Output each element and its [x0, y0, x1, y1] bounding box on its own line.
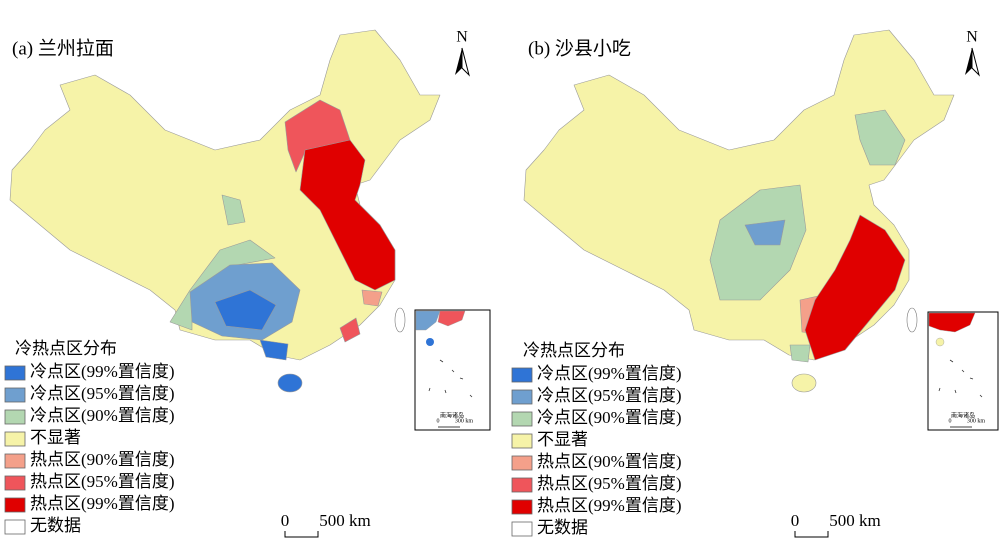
island: [906, 307, 918, 333]
inset-a: 南海诸岛 0 300 km: [414, 309, 491, 431]
legend-swatch: [4, 519, 26, 535]
map-a: [9, 29, 441, 393]
scale-bar: 0 500 km: [791, 511, 881, 538]
north-arrow: N: [455, 29, 470, 77]
legend: 冷热点区分布 冷点区(99%置信度) 冷点区(95%置信度) 冷点区(90%置信度)…: [511, 341, 681, 537]
legend-label: 不显著: [537, 430, 588, 449]
legend-label: 不显著: [30, 428, 81, 447]
region-hot-90: [361, 289, 383, 307]
region-cold-95: [744, 219, 786, 246]
scale-end: 500 km: [319, 511, 370, 530]
legend-label: 冷点区(99%置信度): [30, 362, 174, 381]
scale-bar: 0 500 km: [281, 511, 371, 538]
legend-label: 冷点区(95%置信度): [537, 386, 681, 405]
scale-start: 0: [281, 511, 290, 530]
legend-swatch: [4, 409, 26, 425]
legend-label: 热点区(99%置信度): [30, 494, 174, 513]
region-cold-99: [214, 289, 277, 331]
map-b: [523, 29, 955, 393]
legend-swatch: [4, 497, 26, 513]
legend-swatch: [511, 411, 533, 427]
legend-swatch: [511, 367, 533, 383]
legend-title: 冷热点区分布: [523, 341, 625, 360]
legend-swatch: [511, 521, 533, 537]
legend: 冷热点区分布 冷点区(99%置信度) 冷点区(95%置信度) 冷点区(90%置信度)…: [4, 339, 174, 535]
region-cold-90: [789, 344, 811, 363]
inset-scale-start: 0: [949, 418, 952, 424]
panel-title: (b) 沙县小吃: [528, 37, 631, 59]
inset-label: 南海诸岛: [951, 411, 975, 419]
country-outline: [523, 29, 955, 361]
region-cold-99: [259, 339, 289, 361]
north-label: N: [456, 29, 468, 46]
legend-swatch: [511, 389, 533, 405]
legend-swatch: [511, 433, 533, 449]
legend-swatch: [4, 387, 26, 403]
legend-swatch: [4, 431, 26, 447]
legend-swatch: [511, 477, 533, 493]
inset-scale-end: 300 km: [967, 418, 986, 424]
island: [791, 373, 817, 393]
region-cold-90: [221, 194, 246, 226]
legend-label: 无数据: [537, 518, 588, 537]
legend-label: 冷点区(95%置信度): [30, 384, 174, 403]
north-arrow: N: [965, 29, 980, 77]
legend-label: 热点区(99%置信度): [537, 496, 681, 515]
region-hot-99: [299, 139, 396, 291]
legend-swatch: [511, 499, 533, 515]
legend-swatch: [4, 365, 26, 381]
legend-label: 热点区(95%置信度): [30, 472, 174, 491]
legend-title: 冷热点区分布: [15, 339, 117, 358]
legend-swatch: [511, 455, 533, 471]
inset-b: 南海诸岛 0 300 km: [927, 311, 999, 431]
inset-scale-start: 0: [437, 418, 440, 424]
legend-label: 冷点区(99%置信度): [537, 364, 681, 383]
scale-end: 500 km: [829, 511, 880, 530]
legend-label: 热点区(90%置信度): [30, 450, 174, 469]
region-cold-90: [854, 109, 906, 166]
legend-swatch: [4, 475, 26, 491]
legend-swatch: [4, 453, 26, 469]
scale-start: 0: [791, 511, 800, 530]
north-label: N: [966, 29, 978, 46]
legend-label: 热点区(95%置信度): [537, 474, 681, 493]
region-hot-99: [804, 214, 906, 361]
legend-label: 无数据: [30, 516, 81, 535]
legend-label: 热点区(90%置信度): [537, 452, 681, 471]
legend-label: 冷点区(90%置信度): [30, 406, 174, 425]
inset-label: 南海诸岛: [440, 411, 464, 419]
inset-scale-end: 300 km: [455, 418, 474, 424]
region-cold-99: [277, 373, 303, 393]
island: [394, 307, 406, 333]
panel-title: (a) 兰州拉面: [12, 37, 114, 59]
legend-label: 冷点区(90%置信度): [537, 408, 681, 427]
region-hot-95: [339, 317, 361, 343]
